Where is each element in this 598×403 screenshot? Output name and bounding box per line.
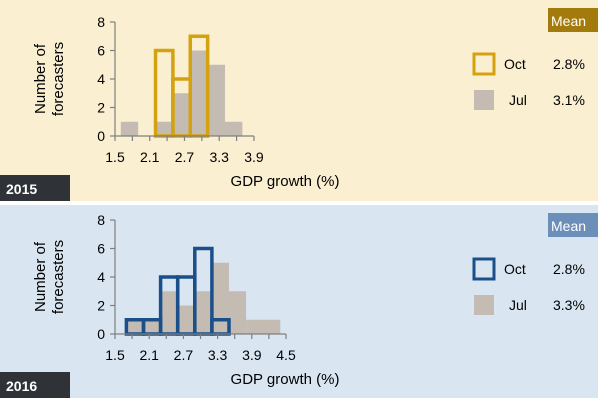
x-tick-label: 2.1 [140, 149, 160, 165]
year-tag [0, 175, 70, 201]
jul-bar [126, 319, 144, 334]
jul-bar [194, 291, 212, 334]
legend-oct-mean: 2.8% [553, 56, 585, 72]
legend-mean-header [548, 8, 598, 32]
y-tick-label: 8 [97, 212, 105, 228]
jul-bar [177, 305, 195, 334]
jul-bar [246, 319, 281, 334]
legend-oct-label: Oct [504, 56, 526, 72]
legend-oct-swatch [472, 257, 496, 281]
y-axis-title-line: Number of [32, 241, 49, 312]
y-axis-title-line: forecasters [50, 240, 67, 314]
x-tick-label: 3.9 [242, 347, 262, 363]
year-tag-label: 2016 [6, 378, 37, 394]
y-tick-label: 4 [97, 269, 105, 285]
y-tick-label: 2 [97, 298, 105, 314]
x-tick-label: 4.5 [276, 347, 296, 363]
legend-jul-label: Jul [509, 297, 527, 313]
jul-bar [225, 121, 243, 136]
x-tick-label: 2.7 [175, 149, 195, 165]
legend-mean-header [548, 213, 598, 237]
y-tick-label: 8 [97, 14, 105, 30]
x-tick-label: 2.1 [139, 347, 159, 363]
jul-bar [211, 262, 229, 334]
legend-jul-swatch [474, 90, 494, 110]
y-tick-label: 0 [97, 128, 105, 144]
y-axis-title: Number offorecasters [32, 42, 67, 116]
jul-bar [190, 50, 208, 136]
y-tick-label: 6 [97, 241, 105, 257]
year-tag-label: 2015 [6, 181, 37, 197]
x-tick-label: 3.9 [244, 149, 264, 165]
jul-bar [229, 291, 247, 334]
jul-bar [160, 291, 178, 334]
y-axis-title: Number offorecasters [32, 240, 67, 314]
jul-bar [143, 319, 161, 334]
jul-bar [172, 93, 191, 136]
y-tick-label: 6 [97, 43, 105, 59]
jul-bar [155, 121, 173, 136]
panel-2015: 0 2 4 6 8 1.5 2.1 2.7 3.3 3.9 GDP growth (%) Number… [0, 0, 598, 201]
legend-jul-label: Jul [509, 92, 527, 108]
y-axis-title-line: Number of [32, 43, 49, 114]
x-axis-title: GDP growth (%) [231, 173, 340, 190]
legend-jul-mean: 3.3% [553, 297, 585, 313]
x-tick-label: 1.5 [105, 149, 125, 165]
legend-oct-mean: 2.8% [553, 261, 585, 277]
x-tick-label: 3.3 [208, 347, 228, 363]
legend-mean-header-label: Mean [551, 13, 586, 29]
legend-jul-swatch [474, 295, 494, 315]
x-tick-label: 2.7 [174, 347, 194, 363]
y-tick-label: 2 [97, 100, 105, 116]
legend-oct-swatch [472, 52, 496, 76]
x-axis-title: GDP growth (%) [231, 371, 340, 388]
y-tick-label: 4 [97, 71, 105, 87]
legend-oct-label: Oct [504, 261, 526, 277]
panel-background [0, 205, 598, 398]
panel-background [0, 0, 598, 201]
jul-bar [120, 121, 139, 136]
jul-bar [207, 64, 226, 136]
y-tick-label: 0 [97, 326, 105, 342]
legend-mean-header-label: Mean [551, 218, 586, 234]
y-axis-title-line: forecasters [50, 42, 67, 116]
x-tick-label: 3.3 [209, 149, 229, 165]
x-tick-label: 1.5 [105, 347, 125, 363]
legend-jul-mean: 3.1% [553, 92, 585, 108]
panel-2016: 0 2 4 6 8 1.5 2.1 2.7 3.3 3.9 4.5 GDP growth (%) Num… [0, 205, 598, 398]
year-tag [0, 372, 70, 398]
